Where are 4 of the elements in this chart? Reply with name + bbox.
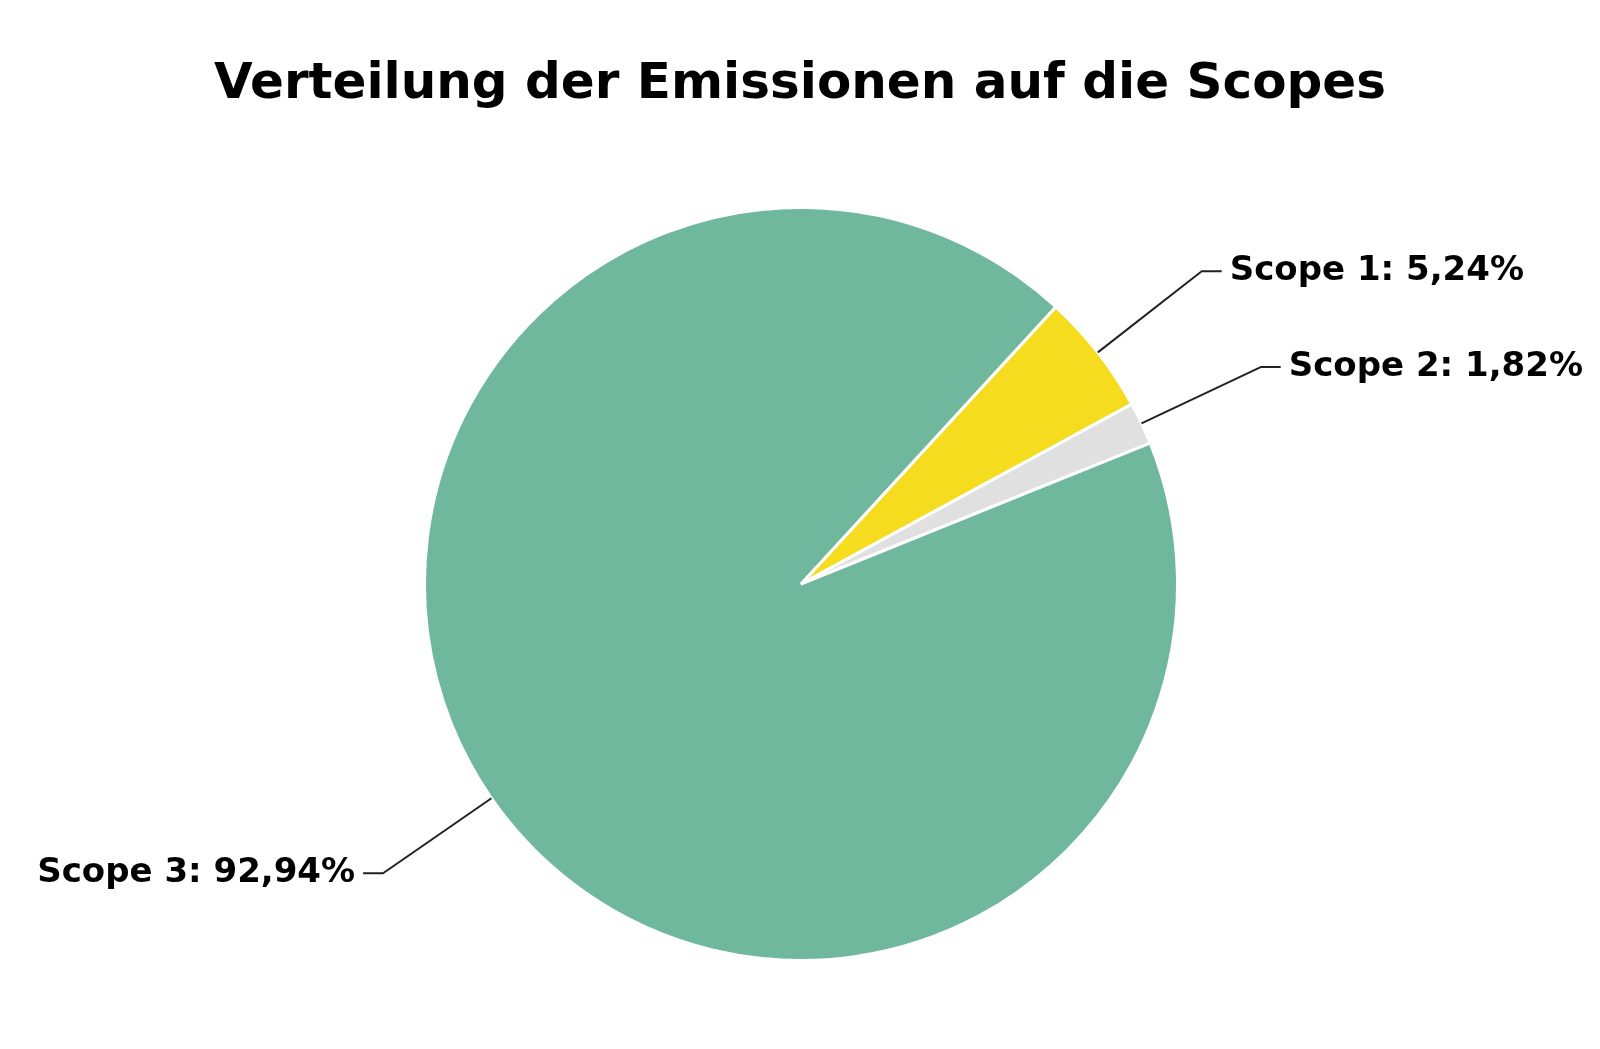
chart-title: Verteilung der Emissionen auf die Scopes xyxy=(213,52,1387,110)
slice-label: Scope 3: 92,94% xyxy=(37,850,356,891)
slice-label: Scope 2: 1,82% xyxy=(1288,343,1583,384)
slice-label: Scope 1: 5,24% xyxy=(1229,248,1524,289)
